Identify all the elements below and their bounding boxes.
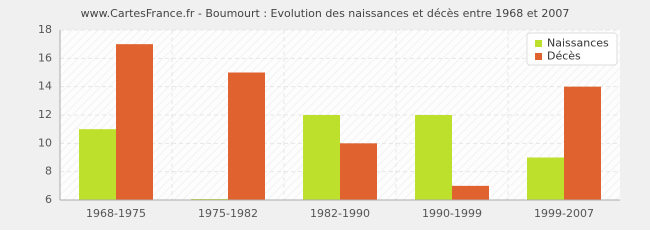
chart: www.CartesFrance.fr - Boumourt : Evoluti… (0, 0, 650, 230)
y-tick-label: 10 (38, 136, 52, 149)
bar (303, 115, 340, 200)
bar (527, 157, 564, 200)
bar (116, 44, 153, 200)
bar (79, 129, 116, 200)
bar (415, 115, 452, 200)
chart-title: www.CartesFrance.fr - Boumourt : Evoluti… (81, 7, 570, 20)
x-tick-label: 1999-2007 (534, 207, 594, 220)
y-tick-label: 18 (38, 23, 52, 36)
x-tick-label: 1975-1982 (198, 207, 258, 220)
x-tick-label: 1990-1999 (422, 207, 482, 220)
legend-box (526, 32, 618, 66)
y-tick-label: 14 (38, 80, 52, 93)
x-tick-label: 1968-1975 (86, 207, 146, 220)
x-tick-label: 1982-1990 (310, 207, 370, 220)
legend-label: Décès (547, 50, 581, 63)
legend-swatch (535, 40, 542, 47)
legend-label: Naissances (547, 37, 609, 50)
y-tick-label: 8 (45, 165, 52, 178)
bar (452, 185, 489, 200)
bar (228, 72, 265, 200)
y-tick-label: 6 (45, 193, 52, 206)
legend-swatch (535, 53, 542, 60)
bar (340, 143, 377, 200)
bar (564, 86, 601, 200)
y-tick-label: 16 (38, 51, 52, 64)
y-tick-label: 12 (38, 108, 52, 121)
